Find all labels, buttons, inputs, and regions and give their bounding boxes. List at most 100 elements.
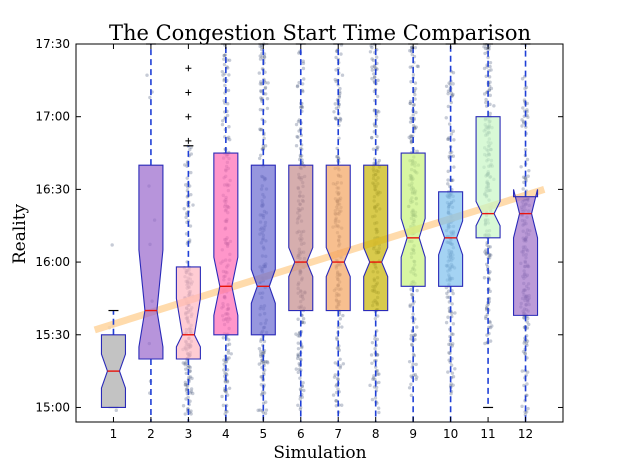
x-tick-label: 7 [334,427,342,441]
jitter-point [294,144,299,148]
jitter-point [525,326,530,330]
jitter-point [257,362,262,366]
x-tick-label: 6 [297,427,305,441]
jitter-point [297,367,302,372]
jitter-point [370,68,375,72]
jitter-point [520,369,524,373]
notched-box [512,189,539,316]
jitter-point [296,354,301,358]
jitter-point [410,293,415,297]
jitter-point [261,401,266,405]
jitter-point [446,182,450,186]
jitter-point [526,316,530,321]
jitter-point [520,77,525,81]
y-tick-label: 17:30 [35,37,70,51]
jitter-point [338,317,343,321]
jitter-point [300,105,305,110]
jitter-point [184,397,188,401]
trend-line [93,186,546,334]
jitter-point [488,60,493,65]
jitter-point [450,332,454,336]
jitter-point [488,102,492,107]
jitter-point [374,385,379,390]
jitter-point [451,291,455,296]
jitter-point [373,377,377,382]
box-7 [325,43,351,422]
jitter-point [183,163,187,167]
jitter-point [259,383,264,387]
jitter-point [484,248,488,252]
jitter-point [263,411,268,416]
jitter-point [372,75,377,80]
jitter-point [370,135,374,140]
jitter-point [258,44,262,49]
jitter-point [523,86,527,91]
jitter-point [407,359,412,364]
x-tick-label: 3 [185,427,193,441]
notched-box [363,164,389,312]
jitter-point [521,120,526,124]
jitter-point [183,363,187,367]
jitter-point [375,353,380,357]
jitter-point [259,393,264,397]
jitter-point [265,96,270,101]
box-6 [288,43,314,422]
jitter-point [446,289,451,293]
jitter-point [409,374,413,378]
jitter-point [523,176,527,180]
jitter-point [297,51,301,55]
jitter-point [449,392,453,396]
jitter-point [370,57,374,61]
y-tick-label: 16:00 [35,255,70,269]
jitter-point [451,383,455,387]
jitter-point [409,80,413,84]
jitter-point [258,352,263,357]
jitter-point [409,287,413,292]
jitter-point [484,252,489,256]
jitter-point [449,382,453,386]
jitter-point [299,126,303,131]
jitter-point [339,52,343,56]
chart-title: The Congestion Start Time Comparison [109,21,531,45]
jitter-point [183,183,188,187]
jitter-point [227,125,231,129]
jitter-point [296,403,300,408]
jitter-point [261,144,266,148]
jitter-point [368,50,373,54]
jitter-point [188,365,192,370]
notched-box [475,116,501,239]
jitter-point [521,175,526,179]
jitter-point [184,389,189,393]
outlier-marker [185,65,192,72]
outlier-marker [185,113,192,120]
x-tick-label: 8 [372,427,380,441]
jitter-point [220,69,224,74]
jitter-point [226,66,230,70]
jitter-point [375,94,380,99]
x-axis-label: Simulation [273,443,366,463]
jitter-point [183,382,188,387]
jitter-point [377,410,381,415]
jitter-point [265,360,269,364]
jitter-point [264,408,269,412]
jitter-point [186,395,190,400]
jitter-point [263,86,267,91]
jitter-point [225,380,230,384]
jitter-point [373,65,377,69]
jitter-point [302,320,306,325]
jitter-point [298,387,303,391]
jitter-point [484,251,488,256]
jitter-point [411,123,416,128]
jitter-point [520,404,524,409]
jitter-point [184,367,188,371]
jitter-point [338,366,342,370]
jitter-point [259,97,264,102]
jitter-point [225,410,229,414]
jitter-point [222,53,226,58]
jitter-point [266,81,270,85]
jitter-point [261,410,265,415]
jitter-point [483,341,487,346]
jitter-point [371,377,375,381]
jitter-point [370,65,374,69]
jitter-point [258,153,263,157]
